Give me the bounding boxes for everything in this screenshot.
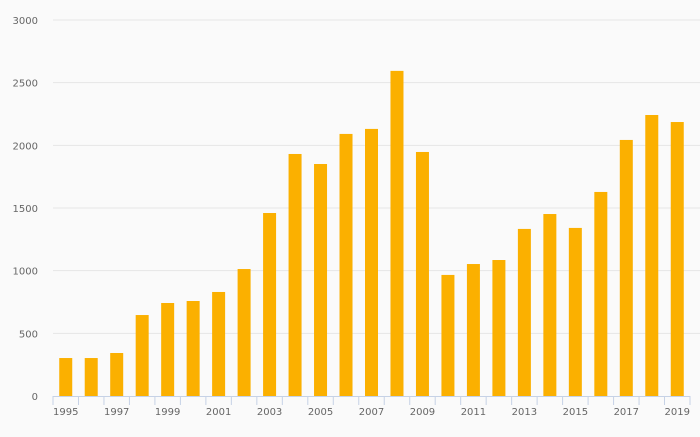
y-tick-label: 2000 — [13, 141, 38, 152]
bar-2000 — [186, 300, 200, 396]
bar-2015 — [568, 227, 582, 396]
bar-2009 — [415, 151, 429, 396]
bar-2016 — [594, 191, 608, 396]
bar-2011 — [466, 264, 480, 396]
bar-2006 — [339, 133, 353, 397]
bar-2008 — [390, 70, 404, 397]
bar-2019 — [670, 122, 684, 396]
x-tick-label: 2001 — [206, 407, 231, 418]
bar-2002 — [237, 269, 251, 396]
x-tick-label: 2013 — [512, 407, 537, 418]
x-tick-label: 2009 — [410, 407, 435, 418]
x-tick-label: 1999 — [155, 407, 180, 418]
bar-2010 — [441, 274, 455, 396]
x-tick-label: 2019 — [665, 407, 690, 418]
x-tick-label: 2015 — [563, 407, 588, 418]
bar-2017 — [619, 139, 633, 396]
bar-1995 — [59, 358, 73, 396]
bar-1997 — [110, 353, 124, 396]
bar-2014 — [543, 214, 557, 396]
x-tick-label: 1997 — [104, 407, 129, 418]
y-tick-label: 2500 — [13, 79, 38, 90]
x-tick-label: 2011 — [461, 407, 486, 418]
bar-2012 — [492, 260, 506, 396]
y-tick-label: 1500 — [13, 204, 38, 215]
bar-2007 — [365, 128, 378, 396]
y-tick-label: 0 — [32, 392, 38, 403]
x-tick-label: 2005 — [308, 407, 333, 418]
y-tick-label: 1000 — [13, 267, 38, 278]
x-tick-label: 2003 — [257, 407, 282, 418]
bar-2018 — [645, 115, 659, 396]
bar-2013 — [517, 228, 531, 396]
bar-1998 — [135, 315, 149, 396]
bar-2005 — [314, 164, 328, 396]
bar-1999 — [161, 303, 175, 396]
x-tick-label: 1995 — [53, 407, 78, 418]
x-tick-label: 2007 — [359, 407, 384, 418]
bar-2003 — [263, 213, 277, 396]
y-tick-label: 500 — [19, 329, 38, 340]
y-tick-label: 3000 — [13, 16, 38, 27]
bar-2001 — [212, 291, 226, 396]
bar-2004 — [288, 153, 302, 396]
bar-1996 — [84, 358, 98, 396]
x-tick-label: 2017 — [614, 407, 639, 418]
